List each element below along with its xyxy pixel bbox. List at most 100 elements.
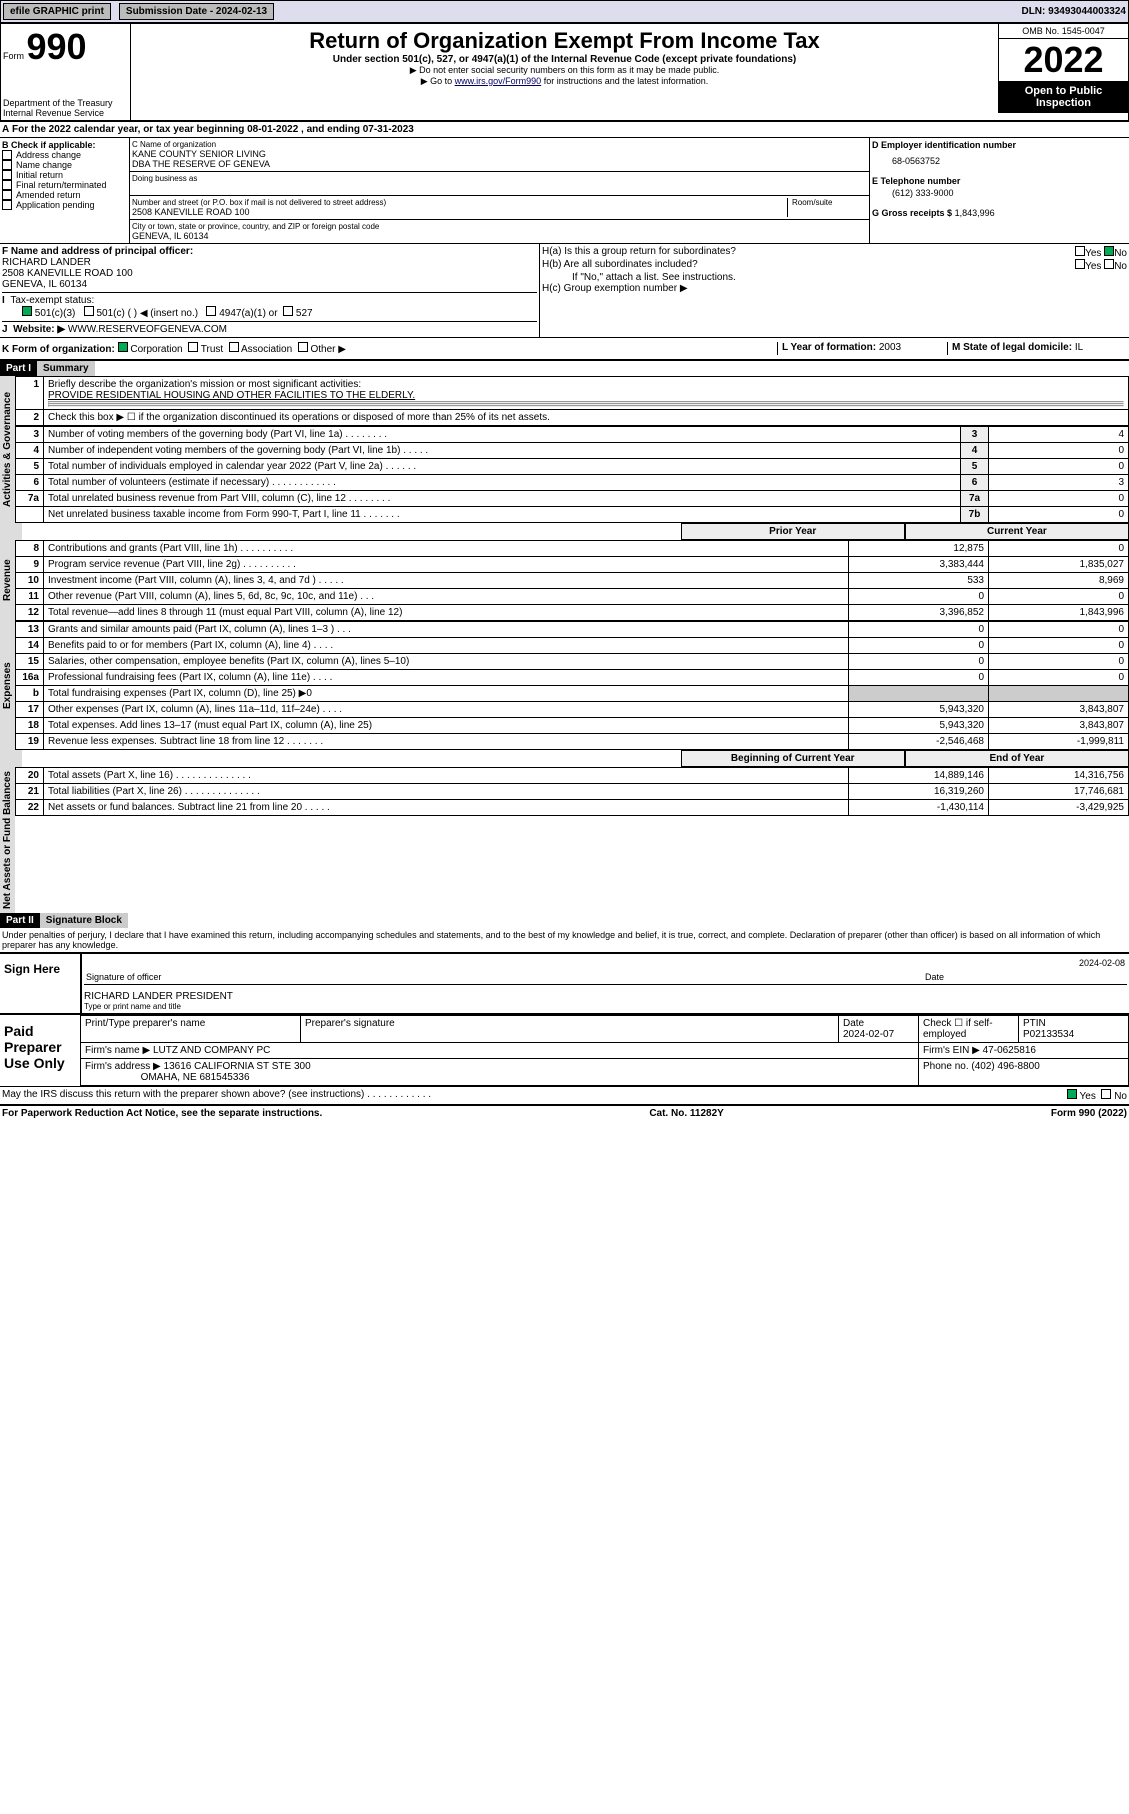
- line-val: 0: [989, 443, 1129, 459]
- gross-receipts: 1,843,996: [955, 208, 995, 218]
- line-label: 3: [961, 427, 989, 443]
- line-num: 19: [16, 734, 44, 750]
- prep-date-label: Date: [843, 1018, 864, 1029]
- chk-4947[interactable]: [206, 306, 216, 316]
- chk-amended[interactable]: [2, 190, 12, 200]
- footer-mid: Cat. No. 11282Y: [649, 1108, 723, 1119]
- hb-note: If "No," attach a list. See instructions…: [542, 272, 1127, 283]
- box-e-label: E Telephone number: [872, 176, 1127, 186]
- dba-label: Doing business as: [132, 174, 867, 183]
- firm-addr-label: Firm's address ▶: [85, 1061, 161, 1072]
- footer: For Paperwork Reduction Act Notice, see …: [0, 1104, 1129, 1121]
- part1-num: Part I: [0, 361, 37, 376]
- current-val: -1,999,811: [989, 734, 1129, 750]
- chk-address-change[interactable]: [2, 150, 12, 160]
- current-val: 8,969: [989, 573, 1129, 589]
- chk-hb-yes[interactable]: [1075, 259, 1085, 269]
- line-text: Number of voting members of the governin…: [44, 427, 961, 443]
- org-dba: DBA THE RESERVE OF GENEVA: [132, 159, 867, 169]
- chk-501c3[interactable]: [22, 306, 32, 316]
- lbl-app-pending: Application pending: [16, 200, 95, 210]
- side-revenue: Revenue: [0, 540, 15, 621]
- chk-527[interactable]: [283, 306, 293, 316]
- lbl-527: 527: [296, 308, 313, 319]
- footer-right: Form 990 (2022): [1051, 1108, 1127, 1119]
- line-num: 12: [16, 605, 44, 621]
- line-num: 16a: [16, 670, 44, 686]
- lbl-assoc: Association: [241, 344, 292, 355]
- lbl-amended: Amended return: [16, 190, 81, 200]
- submission-date-button[interactable]: Submission Date - 2024-02-13: [119, 3, 274, 20]
- penalty-text: Under penalties of perjury, I declare th…: [0, 928, 1129, 952]
- current-val: 0: [989, 670, 1129, 686]
- officer-addr2: GENEVA, IL 60134: [2, 279, 537, 290]
- current-val: [989, 686, 1129, 702]
- sign-here: Sign Here: [0, 954, 80, 1013]
- discuss-no: No: [1114, 1091, 1127, 1102]
- line-label: 5: [961, 459, 989, 475]
- prior-val: 5,943,320: [849, 718, 989, 734]
- lbl-other: Other ▶: [310, 344, 345, 355]
- chk-initial-return[interactable]: [2, 170, 12, 180]
- topbar: efile GRAPHIC print Submission Date - 20…: [0, 0, 1129, 23]
- current-val: 17,746,681: [989, 784, 1129, 800]
- chk-app-pending[interactable]: [2, 200, 12, 210]
- chk-final-return[interactable]: [2, 180, 12, 190]
- line-num: b: [16, 686, 44, 702]
- org-name: KANE COUNTY SENIOR LIVING: [132, 149, 867, 159]
- ein: 68-0563752: [872, 150, 1127, 176]
- prior-val: 16,319,260: [849, 784, 989, 800]
- line-label: 7b: [961, 507, 989, 523]
- part2-title: Signature Block: [40, 913, 128, 928]
- form-word: Form: [3, 51, 24, 61]
- prior-val: 12,875: [849, 541, 989, 557]
- hint-goto-post: for instructions and the latest informat…: [541, 76, 708, 86]
- lbl-4947: 4947(a)(1) or: [219, 308, 277, 319]
- row-a-text: For the 2022 calendar year, or tax year …: [12, 124, 414, 135]
- chk-assoc[interactable]: [229, 342, 239, 352]
- current-val: 1,843,996: [989, 605, 1129, 621]
- line-num: 5: [16, 459, 44, 475]
- line-text: Other expenses (Part IX, column (A), lin…: [44, 702, 849, 718]
- chk-ha-yes[interactable]: [1075, 246, 1085, 256]
- prior-val: 3,383,444: [849, 557, 989, 573]
- line-text: Net unrelated business taxable income fr…: [44, 507, 961, 523]
- prior-val: 0: [849, 638, 989, 654]
- chk-other[interactable]: [298, 342, 308, 352]
- line-num: 6: [16, 475, 44, 491]
- sig-date: 2024-02-08: [84, 956, 1127, 970]
- chk-hb-no[interactable]: [1104, 259, 1114, 269]
- chk-trust[interactable]: [188, 342, 198, 352]
- line-text: Total assets (Part X, line 16) . . . . .…: [44, 768, 849, 784]
- prep-name-label: Print/Type preparer's name: [81, 1016, 301, 1043]
- current-val: 0: [989, 622, 1129, 638]
- line1-label: Briefly describe the organization's miss…: [48, 379, 361, 390]
- chk-corp[interactable]: [118, 342, 128, 352]
- line-num: 17: [16, 702, 44, 718]
- phone-label: Phone no.: [923, 1061, 969, 1072]
- chk-name-change[interactable]: [2, 160, 12, 170]
- box-k-label: K Form of organization:: [2, 344, 115, 355]
- chk-discuss-no[interactable]: [1101, 1089, 1111, 1099]
- irs-link[interactable]: www.irs.gov/Form990: [455, 76, 542, 86]
- may-irs-discuss: May the IRS discuss this return with the…: [2, 1089, 1067, 1102]
- row-a-tax-year: A For the 2022 calendar year, or tax yea…: [0, 121, 1129, 137]
- side-netassets: Net Assets or Fund Balances: [0, 767, 15, 913]
- chk-discuss-yes[interactable]: [1067, 1089, 1077, 1099]
- chk-501c[interactable]: [84, 306, 94, 316]
- sign-here-block: Sign Here 2024-02-08 Signature of office…: [0, 952, 1129, 1013]
- street: 2508 KANEVILLE ROAD 100: [132, 207, 787, 217]
- current-val: 3,843,807: [989, 702, 1129, 718]
- chk-ha-no[interactable]: [1104, 246, 1114, 256]
- line-num: 15: [16, 654, 44, 670]
- efile-print-button[interactable]: efile GRAPHIC print: [3, 3, 111, 20]
- line-text: Total revenue—add lines 8 through 11 (mu…: [44, 605, 849, 621]
- line-label: 4: [961, 443, 989, 459]
- side-activities: Activities & Governance: [0, 376, 15, 523]
- check-if-self: Check ☐ if self-employed: [919, 1016, 1019, 1043]
- ptin-label: PTIN: [1023, 1018, 1046, 1029]
- prior-val: 14,889,146: [849, 768, 989, 784]
- line-num: 11: [16, 589, 44, 605]
- lbl-final-return: Final return/terminated: [16, 180, 107, 190]
- form-subtitle: Under section 501(c), 527, or 4947(a)(1)…: [135, 54, 994, 65]
